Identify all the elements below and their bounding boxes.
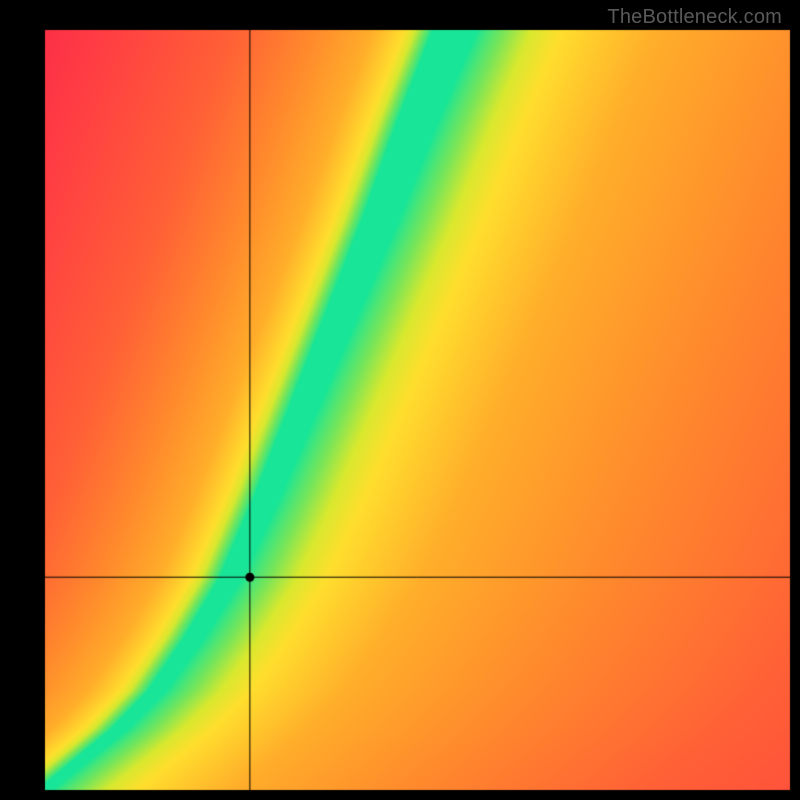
bottleneck-heatmap <box>0 0 800 800</box>
chart-container: TheBottleneck.com <box>0 0 800 800</box>
watermark-text: TheBottleneck.com <box>607 6 782 29</box>
